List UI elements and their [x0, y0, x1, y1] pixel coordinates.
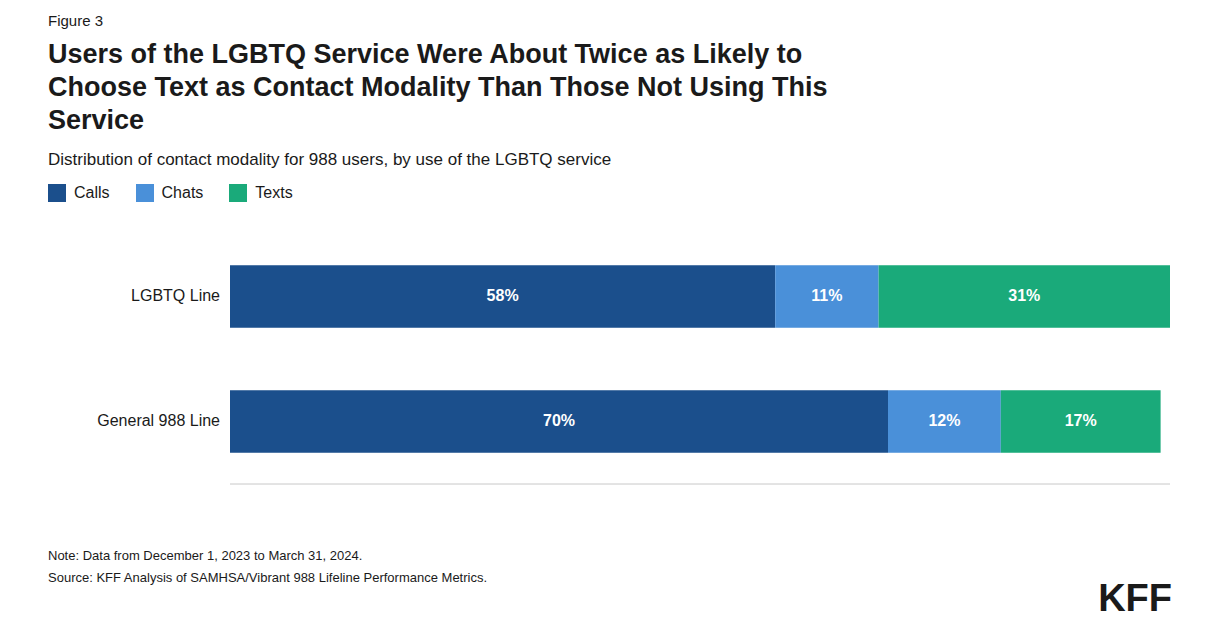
bar [230, 265, 775, 328]
note: Note: Data from December 1, 2023 to Marc… [48, 548, 362, 563]
bar [230, 390, 888, 453]
legend-label: Calls [74, 184, 110, 202]
data-label: 70% [543, 412, 575, 429]
legend-swatch [229, 184, 247, 202]
figure-label: Figure 3 [48, 12, 103, 29]
category-label: General 988 Line [97, 412, 220, 429]
legend-swatch [48, 184, 66, 202]
brand-label: KFF [1098, 577, 1172, 620]
legend-item: Calls [48, 184, 110, 202]
data-label: 58% [487, 287, 519, 304]
source: Source: KFF Analysis of SAMHSA/Vibrant 9… [48, 570, 487, 585]
legend-item: Texts [229, 184, 292, 202]
bar [888, 390, 1001, 453]
legend-swatch [136, 184, 154, 202]
x-axis-line [230, 484, 1170, 485]
data-label: 11% [811, 287, 842, 304]
chart: 58% 11% 31% 70% 12% 17% LGBTQ Line General 988 … [0, 214, 1220, 514]
bar [775, 265, 878, 328]
bars [230, 265, 1170, 453]
category-label: LGBTQ Line [131, 287, 220, 304]
title: Users of the LGBTQ Service Were About Tw… [48, 38, 908, 137]
legend-item: Chats [136, 184, 204, 202]
legend: Calls Chats Texts [48, 184, 293, 202]
legend-label: Texts [255, 184, 292, 202]
data-label: 12% [928, 412, 960, 429]
data-label: 17% [1065, 412, 1097, 429]
data-label: 31% [1008, 287, 1040, 304]
subtitle: Distribution of contact modality for 988… [48, 150, 611, 170]
data-labels: 58% 11% 31% 70% 12% 17% [487, 287, 1097, 429]
legend-label: Chats [162, 184, 204, 202]
bar [1001, 390, 1161, 453]
bar [879, 265, 1170, 328]
